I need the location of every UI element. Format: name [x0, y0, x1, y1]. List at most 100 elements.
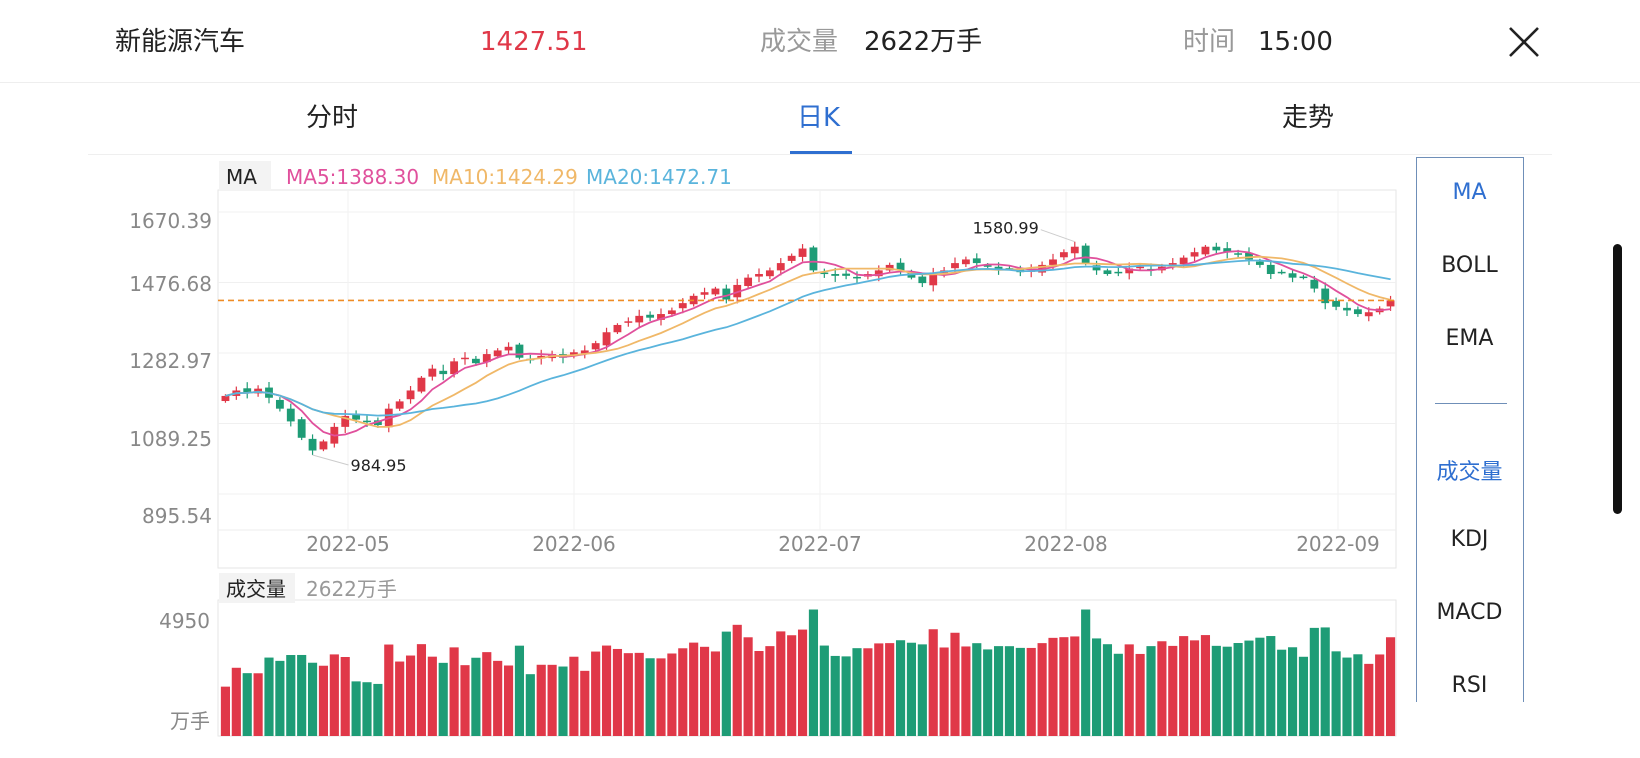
candle-body	[482, 354, 491, 363]
volume-panel-title: 成交量	[226, 577, 286, 601]
volume-bar	[297, 654, 307, 736]
volume-bar	[1124, 644, 1134, 736]
volume-bar	[830, 655, 840, 736]
candle-body	[471, 358, 480, 364]
candle-body	[853, 276, 861, 279]
volume-bar	[950, 632, 960, 736]
candle-body	[1321, 288, 1330, 304]
indicator-volume[interactable]: 成交量	[1436, 460, 1503, 485]
volume-bar	[1277, 649, 1287, 736]
price-y-axis: 1670.39 1476.68 1282.97 1089.25 895.54	[129, 209, 212, 528]
volume-bar	[895, 640, 906, 736]
tab-trend[interactable]: 走势	[1282, 103, 1335, 133]
volume-bar	[972, 643, 982, 736]
candle-body	[537, 355, 546, 359]
index-price: 1427.51	[480, 27, 588, 57]
volume-bar	[852, 648, 862, 736]
candle-body	[1070, 246, 1079, 254]
candle-body	[798, 248, 807, 257]
max-price-label: 1580.99	[973, 219, 1039, 238]
candle-body	[1081, 245, 1090, 264]
candle-body	[1343, 307, 1351, 311]
indicator-rsi[interactable]: RSI	[1451, 673, 1488, 698]
volume-bar	[1091, 638, 1102, 736]
volume-bar	[1048, 637, 1058, 736]
volume-bar	[1157, 641, 1167, 736]
chart-tabs: 分时 日K 走势	[0, 82, 1640, 154]
candle-body	[1288, 273, 1297, 278]
date-x-axis: 2022-05 2022-06 2022-07 2022-08 2022-09	[306, 532, 1380, 556]
volume-bar	[220, 686, 231, 736]
candle-body	[733, 284, 742, 298]
volume-bar	[1298, 656, 1309, 736]
candle-body	[755, 274, 763, 277]
volume-bar	[906, 642, 917, 736]
volume-bar	[1266, 636, 1276, 736]
tab-daily-k[interactable]: 日K	[797, 103, 841, 133]
volume-y-tick: 4950	[159, 609, 210, 633]
volume-bar	[460, 665, 470, 736]
volume-bar	[841, 656, 851, 736]
volume-bar	[329, 654, 339, 736]
legend-ma20: MA20:1472.71	[586, 165, 732, 189]
quote-header: 新能源汽车 1427.51 成交量 2622万手 时间 15:00	[0, 0, 1640, 83]
volume-bar	[623, 653, 633, 736]
volume-unit: 万手	[170, 709, 210, 733]
volume-bar	[525, 674, 535, 736]
volume-bar	[1342, 657, 1352, 736]
ma-legend: MA MA5:1388.30 MA10:1424.29 MA20:1472.71	[219, 161, 732, 191]
volume-bar	[373, 683, 383, 736]
volume-bar	[384, 644, 394, 736]
volume-bar	[1015, 647, 1025, 736]
candle-body	[504, 346, 513, 351]
volume-bar	[808, 609, 819, 736]
indicator-macd[interactable]: MACD	[1436, 600, 1503, 625]
candle-body	[428, 368, 437, 377]
volume-bar	[917, 644, 927, 736]
indicator-boll[interactable]: BOLL	[1441, 253, 1498, 278]
volume-bar	[1375, 654, 1385, 736]
indicator-ema[interactable]: EMA	[1445, 326, 1494, 351]
volume-bar	[601, 645, 612, 736]
candle-body	[765, 270, 774, 277]
volume-bar	[580, 670, 590, 736]
tab-timeshare[interactable]: 分时	[306, 103, 359, 133]
ma10-line	[225, 255, 1391, 428]
volume-bar	[416, 644, 427, 736]
candle-body	[1245, 252, 1253, 260]
close-button[interactable]	[1506, 24, 1542, 60]
active-tab-indicator	[790, 151, 852, 154]
candle-body	[831, 274, 840, 276]
volume-bar	[503, 665, 514, 736]
close-icon	[1509, 27, 1539, 57]
indicator-kdj[interactable]: KDJ	[1450, 527, 1489, 552]
candle-body	[646, 314, 655, 318]
volume-bar	[765, 646, 775, 736]
y-tick-label: 895.54	[142, 504, 212, 528]
candle-body	[983, 265, 992, 267]
price-chart-frame	[217, 189, 1397, 569]
volume-bar	[667, 653, 677, 736]
volume-bar	[351, 681, 361, 736]
price-grid	[218, 190, 1396, 530]
volume-bar	[710, 651, 721, 736]
volume-bar	[253, 673, 263, 736]
candle-body	[275, 399, 284, 409]
scrollbar[interactable]	[1613, 244, 1622, 514]
candle-body	[602, 332, 611, 346]
volume-bar	[1211, 645, 1221, 736]
volume-bar	[275, 660, 285, 736]
x-tick-label: 2022-06	[532, 532, 616, 556]
volume-bar	[482, 652, 492, 736]
volume-bar	[307, 662, 318, 736]
candle-body	[657, 314, 665, 320]
volume-bar	[1135, 653, 1145, 736]
candle-body	[1255, 261, 1264, 265]
candle-body	[286, 408, 295, 422]
volume-bar	[928, 629, 938, 736]
volume-bar	[634, 652, 644, 736]
x-tick-label: 2022-09	[1296, 532, 1380, 556]
y-tick-label: 1476.68	[129, 272, 212, 296]
indicator-ma[interactable]: MA	[1452, 180, 1487, 205]
